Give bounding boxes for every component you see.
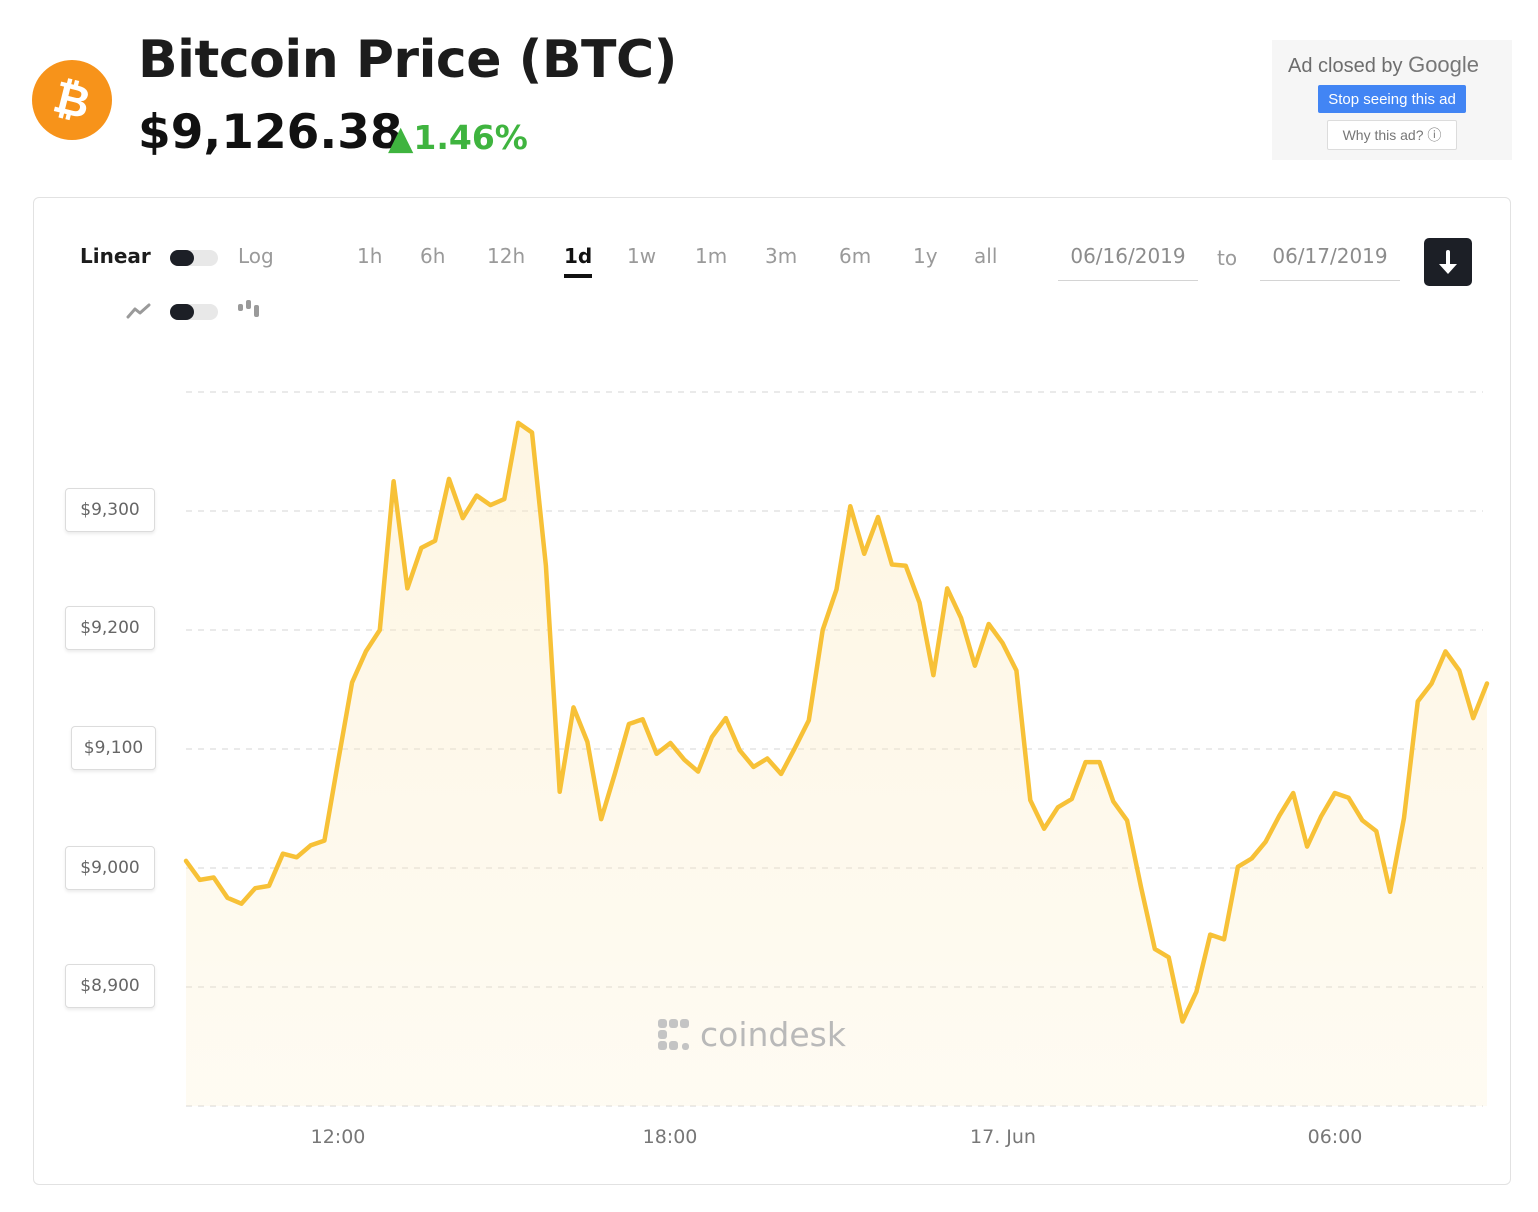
x-tick-1200: 12:00 <box>310 1126 366 1148</box>
range-all[interactable]: all <box>974 244 998 268</box>
current-price: $9,126.38 <box>138 105 403 160</box>
log-scale-label[interactable]: Log <box>238 244 274 268</box>
range-1d[interactable]: 1d <box>564 244 593 278</box>
range-1h[interactable]: 1h <box>357 244 383 268</box>
coindesk-watermark: coindesk <box>656 1015 846 1054</box>
download-button[interactable] <box>1424 238 1472 286</box>
date-from-input[interactable]: 06/16/2019 <box>1058 244 1198 281</box>
ad-closed-text: Ad closed by Google <box>1288 52 1479 78</box>
y-tick-9100: $9,100 <box>71 726 156 770</box>
ad-closed-label: Ad closed by <box>1288 55 1403 77</box>
scale-toggle[interactable] <box>170 250 218 266</box>
download-icon <box>1439 250 1457 274</box>
range-1w[interactable]: 1w <box>627 244 657 268</box>
google-logo-text: Google <box>1408 52 1480 77</box>
scale-toggle-knob <box>170 250 194 266</box>
chart-type-toggle[interactable] <box>170 304 218 320</box>
price-area <box>186 422 1487 1106</box>
range-12h[interactable]: 12h <box>487 244 526 268</box>
x-tick-17jun: 17. Jun <box>970 1126 1036 1148</box>
price-line <box>183 420 1490 1024</box>
range-6h[interactable]: 6h <box>420 244 446 268</box>
why-this-ad-button[interactable]: Why this ad? ⓘ <box>1327 120 1457 150</box>
price-change-badge: ▲1.46% <box>388 118 528 157</box>
y-tick-9200: $9,200 <box>65 606 155 650</box>
y-tick-8900: $8,900 <box>65 964 155 1008</box>
date-to-input[interactable]: 06/17/2019 <box>1260 244 1400 281</box>
range-6m[interactable]: 6m <box>839 244 872 268</box>
date-range-to-label: to <box>1217 246 1238 270</box>
range-1m[interactable]: 1m <box>695 244 728 268</box>
y-tick-9000: $9,000 <box>65 846 155 890</box>
closed-ad-panel: Ad closed by Google Stop seeing this ad … <box>1272 40 1512 160</box>
line-chart-icon[interactable] <box>126 302 152 320</box>
stop-seeing-ad-button[interactable]: Stop seeing this ad <box>1318 85 1466 113</box>
coindesk-logo-icon <box>658 1018 689 1050</box>
x-tick-0600: 06:00 <box>1307 1126 1363 1148</box>
candlestick-icon[interactable] <box>236 298 262 320</box>
chart-type-toggle-knob <box>170 304 194 320</box>
range-3m[interactable]: 3m <box>765 244 798 268</box>
linear-scale-label[interactable]: Linear <box>80 244 151 268</box>
range-1y[interactable]: 1y <box>913 244 938 268</box>
bitcoin-logo-icon: ₿ <box>32 60 112 140</box>
page-title: Bitcoin Price (BTC) <box>138 30 677 90</box>
watermark-text: coindesk <box>700 1015 846 1054</box>
x-tick-1800: 18:00 <box>642 1126 698 1148</box>
y-tick-9300: $9,300 <box>65 488 155 532</box>
